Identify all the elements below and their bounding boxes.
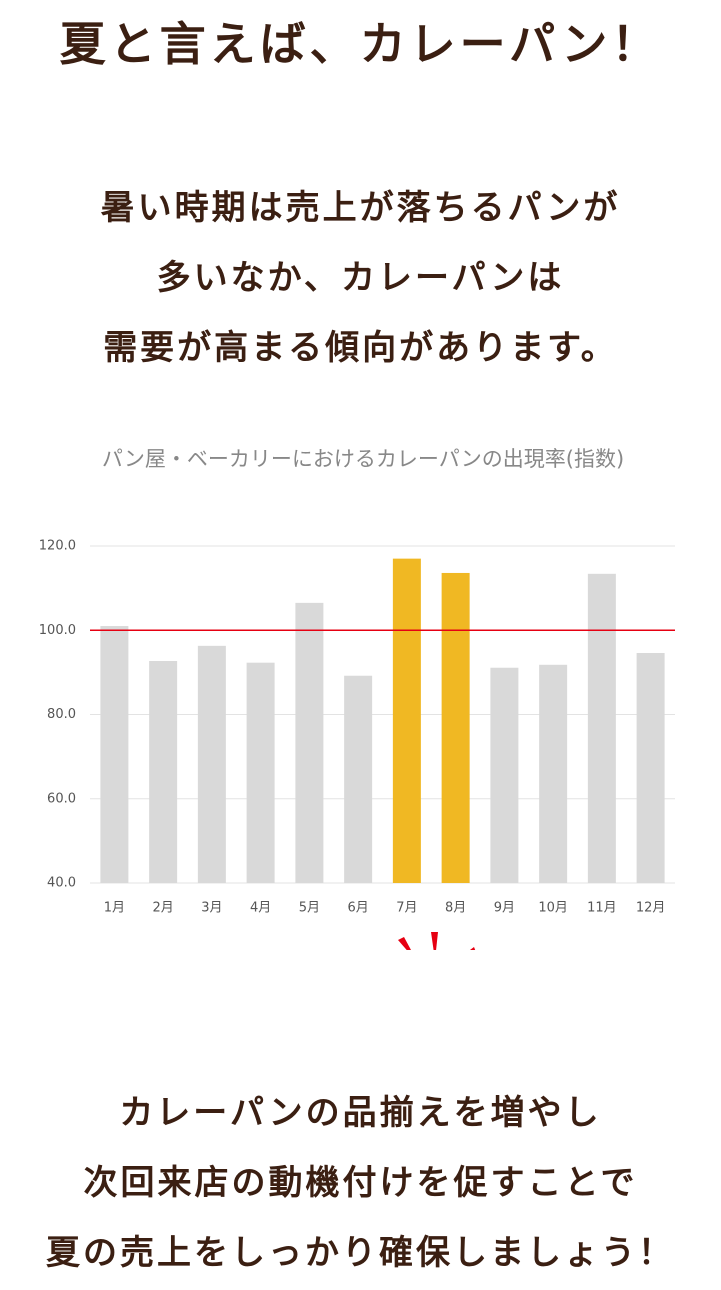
y-tick-label: 100.0 [39,623,76,638]
x-tick-label: 12月 [636,901,666,916]
lead-line: 需要が高まる傾向があります。 [103,328,618,368]
x-tick-label: 8月 [445,901,466,916]
bar [539,664,568,883]
bar [295,602,324,883]
bar [344,675,373,883]
bar [149,661,178,883]
x-tick-label: 9月 [494,901,515,916]
footer-line: カレーパンの品揃えを増やし [119,1093,602,1133]
x-tick-label: 2月 [152,901,173,916]
accent [431,932,438,950]
y-tick-label: 40.0 [47,876,76,891]
x-tick-label: 5月 [299,901,320,916]
footer-text: カレーパンの品揃えを増やし 次回来店の動機付けを促すことで 夏の売上をしっかり確… [0,1078,721,1288]
x-tick-label: 3月 [201,901,222,916]
x-tick-label: 1月 [104,901,125,916]
footer-line: 夏の売上をしっかり確保しましょう！ [46,1233,675,1273]
accent [398,937,411,950]
y-tick-label: 60.0 [47,791,76,806]
lead-text: 暑い時期は売上が落ちるパンが 多いなか、カレーパンは 需要が高まる傾向があります… [0,173,721,383]
chart: パン屋・ベーカリーにおけるカレーパンの出現率(指数) 40.0 60.0 80.0 1… [39,447,675,950]
x-tick-label: 7月 [396,901,417,916]
bar [587,573,616,883]
x-tick-label: 11月 [587,901,617,916]
lead-line: 暑い時期は売上が落ちるパンが [100,188,621,228]
bar [197,645,226,883]
page-title: 夏と言えば、カレーパン！ [59,17,662,71]
accent [469,947,476,950]
bar [100,626,129,883]
chart-title: パン屋・ベーカリーにおけるカレーパンの出現率(指数) [102,447,624,471]
bar [636,652,665,883]
bar [490,667,519,883]
bar [441,572,470,883]
x-tick-label: 4月 [250,901,271,916]
x-tick-label: 10月 [538,901,568,916]
bar [246,662,275,883]
lead-line: 多いなか、カレーパンは [156,258,565,298]
bar [392,558,421,883]
y-tick-label: 120.0 [39,539,76,554]
x-tick-label: 6月 [347,901,368,916]
y-tick-label: 80.0 [47,707,76,722]
footer-line: 次回来店の動機付けを促すことで [83,1163,638,1203]
